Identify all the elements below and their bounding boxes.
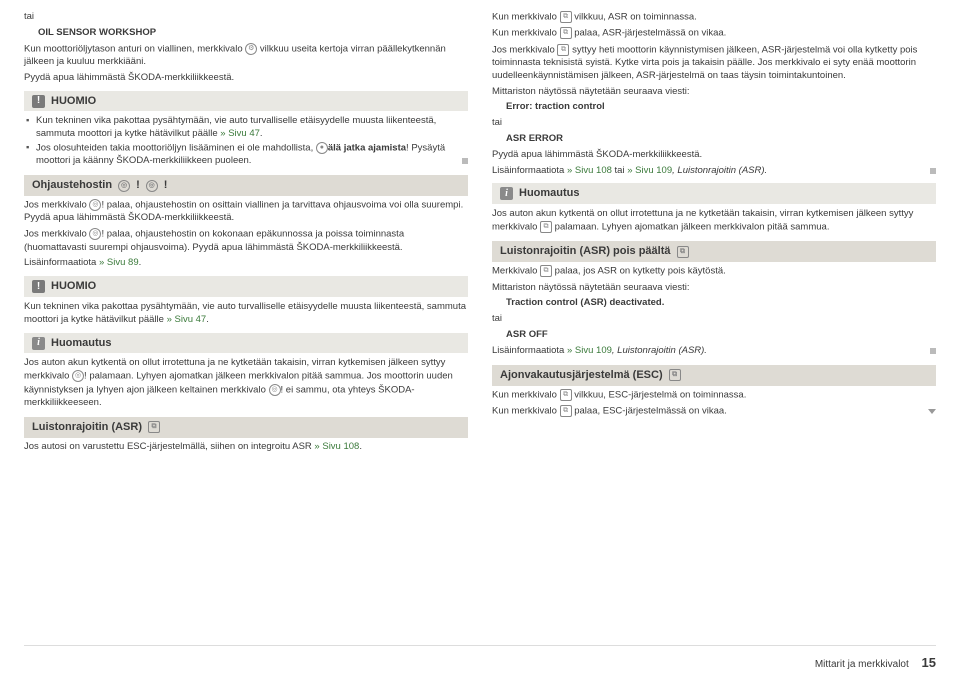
note-sym-1: ◎	[72, 370, 84, 382]
note2-sym: ⧉	[540, 221, 552, 233]
r-line-5: Pyydä apua lähimmästä ŠKODA-merkkiliikke…	[492, 149, 936, 162]
steering-icon-yellow: ◎	[118, 180, 130, 192]
info-icon-2: i	[500, 187, 513, 200]
huomio-item-2: Jos olosuhteiden takia moottoriöljyn lis…	[36, 142, 468, 168]
tai-2: tai	[492, 117, 936, 130]
r-line-4: Mittariston näytössä näytetään seuraava …	[492, 86, 936, 99]
end-marker	[462, 158, 468, 164]
r-line-2: Kun merkkivalo ⧉ palaa, ASR-järjestelmäs…	[492, 27, 936, 40]
esc-sym-2: ⧉	[560, 405, 572, 417]
huomio-list-1: Kun tekninen vika pakottaa pysähtymään, …	[24, 115, 468, 168]
asr-off-heading: Luistonrajoitin (ASR) pois päältä ⧉	[492, 241, 936, 262]
left-column: tai OIL SENSOR WORKSHOP Kun moottoriöljy…	[24, 8, 468, 456]
error-traction: Error: traction control	[506, 101, 936, 114]
off-info: Lisäinformaatiota » Sivu 109, Luistonraj…	[492, 345, 936, 358]
end-marker-2	[930, 168, 936, 174]
right-column: Kun merkkivalo ⧉ vilkkuu, ASR on toiminn…	[492, 8, 936, 456]
note-sym-2: ◎	[269, 384, 281, 396]
asr-sym-1: ⧉	[560, 11, 572, 23]
footer-label: Mittarit ja merkkivalot	[815, 659, 909, 670]
off-line-2: Mittariston näytössä näytetään seuraava …	[492, 282, 936, 295]
asr-sym-3: ⧉	[557, 44, 569, 56]
off-line-1: Merkkivalo ⧉ palaa, jos ASR on kytketty …	[492, 265, 936, 278]
oil-icon: ⚙	[245, 43, 257, 55]
oil-paragraph-1: Kun moottoriöljytason anturi on vialline…	[24, 43, 468, 69]
oil-sensor-title: OIL SENSOR WORKSHOP	[38, 27, 468, 40]
tai-label: tai	[24, 11, 468, 24]
note2-body: Jos auton akun kytkentä on ollut irrotet…	[492, 208, 936, 234]
r-line-6: Lisäinformaatiota » Sivu 108 tai » Sivu …	[492, 165, 936, 178]
trac-deact: Traction control (ASR) deactivated.	[506, 297, 936, 310]
r-line-3: Jos merkkivalo ⧉ syttyy heti moottorin k…	[492, 44, 936, 83]
asr-error: ASR ERROR	[506, 133, 936, 146]
huomio2-body: Kun tekninen vika pakottaa pysähtymään, …	[24, 301, 468, 327]
huomio-bar-2: ! HUOMIO	[24, 276, 468, 297]
stop-icon: ●	[316, 142, 328, 154]
esc-heading: Ajonvakautusjärjestelmä (ESC) ⧉	[492, 365, 936, 386]
esc-sym-1: ⧉	[560, 389, 572, 401]
huomio-bar-1: ! HUOMIO	[24, 91, 468, 112]
esc-icon: ⧉	[669, 369, 681, 381]
asr-sym-2: ⧉	[560, 27, 572, 39]
asr-body: Jos autosi on varustettu ESC-järjestelmä…	[24, 441, 468, 454]
asr-off-txt: ASR OFF	[506, 329, 936, 342]
tai-3: tai	[492, 313, 936, 326]
esc-line-1: Kun merkkivalo ⧉ vilkkuu, ESC-järjestelm…	[492, 389, 936, 402]
asr-heading: Luistonrajoitin (ASR) ⧉	[24, 417, 468, 438]
info-icon: i	[32, 337, 45, 350]
asr-icon: ⧉	[148, 421, 160, 433]
r-line-1: Kun merkkivalo ⧉ vilkkuu, ASR on toiminn…	[492, 11, 936, 24]
note-body: Jos auton akun kytkentä on ollut irrotet…	[24, 357, 468, 409]
steer-sym-2: ◎	[89, 228, 101, 240]
oil-paragraph-2: Pyydä apua lähimmästä ŠKODA-merkkiliikke…	[24, 72, 468, 85]
steering-info: Lisäinformaatiota » Sivu 89.	[24, 257, 468, 270]
steering-icon-red: ◎	[146, 180, 158, 192]
huomautus-bar-1: i Huomautus	[24, 333, 468, 354]
huomautus-bar-2: i Huomautus	[492, 183, 936, 204]
footer-page: 15	[922, 655, 936, 670]
continue-triangle	[928, 409, 936, 414]
esc-line-2: Kun merkkivalo ⧉ palaa, ESC-järjestelmäs…	[492, 405, 936, 418]
warning-icon-2: !	[32, 280, 45, 293]
steering-p1: Jos merkkivalo ◎! palaa, ohjaustehostin …	[24, 199, 468, 225]
page-footer: Mittarit ja merkkivalot 15	[815, 655, 936, 670]
asr-off-icon: ⧉	[677, 246, 689, 258]
end-marker-3	[930, 348, 936, 354]
steer-sym-1: ◎	[89, 199, 101, 211]
steering-heading: Ohjaustehostin ◎! ◎!	[24, 175, 468, 196]
steering-p2: Jos merkkivalo ◎! palaa, ohjaustehostin …	[24, 228, 468, 254]
warning-icon: !	[32, 95, 45, 108]
huomio-item-1: Kun tekninen vika pakottaa pysähtymään, …	[36, 115, 468, 141]
off-sym-1: ⧉	[540, 265, 552, 277]
